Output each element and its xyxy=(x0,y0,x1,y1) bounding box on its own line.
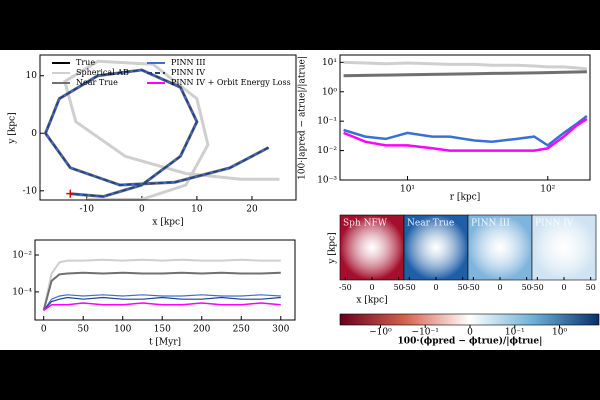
plot-area: 10¹ 10² 10⁻³ 10⁻² 10⁻¹ 10⁰ 10¹ r [kpc] 100·|apre… xyxy=(298,54,591,203)
x-tick-label: 100 xyxy=(114,325,131,335)
x-tick-label: 0 xyxy=(561,283,566,292)
plot-area: -10 0 10 20 -10 0 10 x [kpc] y [kpc] xyxy=(8,54,297,228)
colorbar-label: 100·(ϕpred − ϕtrue)/|ϕtrue| xyxy=(398,336,543,347)
y-tick-label: 0 xyxy=(31,129,37,139)
series-line xyxy=(343,60,588,71)
y-tick-label: 10 xyxy=(26,71,38,81)
x-tick-label: 200 xyxy=(193,325,210,335)
x-tick-label: -10 xyxy=(80,205,95,215)
x-tick-label: 0 xyxy=(433,283,438,292)
legend-label: True xyxy=(76,58,95,67)
panel-title: PINN IV xyxy=(535,219,574,229)
series-line xyxy=(43,302,281,312)
x-tick-label: 10¹ xyxy=(400,185,415,195)
colorbar-tick-label: 10⁻¹ xyxy=(505,328,525,338)
y-tick-label: 10⁻² xyxy=(317,146,337,156)
series-line xyxy=(42,271,281,311)
x-tick-label: -50 xyxy=(467,283,480,292)
x-tick-label: 50 xyxy=(522,283,532,292)
series-line xyxy=(44,69,269,198)
panel-title: PINN III xyxy=(471,219,510,229)
x-axis-label: t [Myr] xyxy=(149,338,181,348)
y-tick-label: 10⁻³ xyxy=(317,176,337,186)
x-tick-label: 0 xyxy=(369,283,374,292)
axes-frame xyxy=(339,54,591,181)
y-tick-label: 10¹ xyxy=(322,58,337,68)
heatmap-panel xyxy=(467,214,533,281)
series-line xyxy=(343,70,587,78)
x-tick-label: 0 xyxy=(41,325,47,335)
plot-area: 0 50 100 150 200 250 300 10⁻² 10⁻⁴ t [Myr] xyxy=(12,239,296,348)
panel-title: Sph NFW xyxy=(343,219,388,229)
y-tick-label: 10⁻² xyxy=(12,250,32,260)
colorbar-tick-label: 0 xyxy=(467,328,473,338)
x-axis-label: x [kpc] xyxy=(152,218,183,228)
legend-label: PINN III xyxy=(171,58,206,67)
start-marker xyxy=(66,189,75,198)
legend-label: Spherical AB xyxy=(76,68,129,77)
y-tick-label: -10 xyxy=(23,186,38,196)
x-tick-label: 0 xyxy=(497,283,502,292)
series-line xyxy=(63,59,280,201)
x-tick-label: 300 xyxy=(272,325,289,335)
x-axis-label: x [kpc] xyxy=(356,296,387,306)
legend-label: PINN IV xyxy=(171,68,205,77)
x-tick-label: 50 xyxy=(586,283,596,292)
series-line xyxy=(43,294,281,311)
x-tick-label: 0 xyxy=(139,205,145,215)
legend-label: Near True xyxy=(76,78,118,87)
x-tick-label: 250 xyxy=(233,325,250,335)
x-tick-label: 20 xyxy=(246,205,258,215)
x-tick-label: -50 xyxy=(403,283,416,292)
legend-label: PINN IV + Orbit Energy Loss xyxy=(171,78,291,87)
axes-frame xyxy=(34,239,296,321)
x-tick-label: 50 xyxy=(394,283,404,292)
colorbar-tick-label: −10⁻¹ xyxy=(412,328,439,338)
axes-frame xyxy=(39,54,297,201)
x-tick-label: -50 xyxy=(531,283,544,292)
x-axis-label: r [kpc] xyxy=(450,193,480,203)
y-tick-label: 10⁰ xyxy=(322,87,337,97)
x-tick-label: 50 xyxy=(77,325,89,335)
panel-title: Near True xyxy=(407,219,454,229)
series-line xyxy=(43,296,281,311)
x-tick-label: 10² xyxy=(540,185,555,195)
series-line xyxy=(343,115,588,147)
x-tick-label: 150 xyxy=(154,325,171,335)
y-tick-label: 10⁻¹ xyxy=(317,117,337,127)
y-axis-label: 100·|apred − atrue|/|atrue| xyxy=(298,56,308,180)
heatmap-panel xyxy=(339,214,405,281)
x-tick-label: -50 xyxy=(339,283,352,292)
y-tick-label: 10⁻⁴ xyxy=(12,287,32,297)
colorbar-tick-label: −10⁰ xyxy=(369,328,392,338)
heatmap-panel xyxy=(403,214,469,281)
series-line xyxy=(343,117,588,152)
series-line xyxy=(42,258,281,311)
x-tick-label: 50 xyxy=(458,283,468,292)
colorbar xyxy=(339,313,600,326)
x-tick-label: 10 xyxy=(191,205,203,215)
y-axis-label: y [kpc] xyxy=(8,112,18,144)
colorbar-tick-label: 10⁰ xyxy=(552,328,567,338)
y-axis-label: y [kpc] xyxy=(328,232,338,264)
